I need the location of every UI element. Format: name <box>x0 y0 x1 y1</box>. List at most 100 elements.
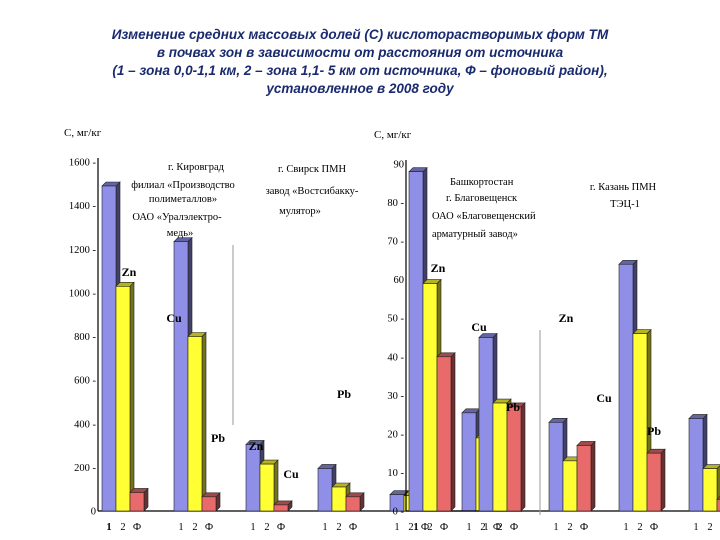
x-tick-label: 2 <box>336 522 341 533</box>
site-annotation: филиал «Производство <box>131 180 235 191</box>
x-tick-label: 2 <box>480 522 485 533</box>
x-tick-label: Ф <box>580 522 588 533</box>
y-tick-label: 50 - <box>387 314 404 325</box>
y-axis-label: С, мг/кг <box>374 129 412 141</box>
x-tick-label: 2 <box>427 522 432 533</box>
x-tick-label: 2 <box>567 522 572 533</box>
x-tick-label: 1 <box>623 522 628 533</box>
site-annotation: г. Кировград <box>168 162 225 173</box>
x-tick-label: 1 <box>178 522 183 533</box>
x-tick-label: Ф <box>205 522 213 533</box>
element-label: Zn <box>559 311 574 325</box>
bar-4-2 <box>331 486 347 512</box>
y-tick-label: 1400 - <box>69 201 97 212</box>
bar-5-2 <box>702 468 718 512</box>
site-annotation: медь» <box>167 228 194 239</box>
y-tick-label: 0 - <box>393 507 405 518</box>
bar-1-1 <box>101 185 117 512</box>
bar-side <box>129 281 135 512</box>
element-label: Pb <box>506 400 520 414</box>
site-annotation: полиметаллов» <box>149 194 217 205</box>
y-tick-label: 400 - <box>74 419 96 430</box>
element-label: Pb <box>337 387 351 401</box>
bar-side <box>520 402 526 512</box>
site-annotation: Башкортостан <box>450 177 514 188</box>
bar-5-1 <box>688 418 704 512</box>
x-tick-label: Ф <box>133 522 141 533</box>
title-line-3: (1 – зона 0,0-1,1 км, 2 – зона 1,1- 5 км… <box>112 63 608 78</box>
element-label: Zn <box>431 261 446 275</box>
site-annotation: г. Свирск ПМН <box>278 164 347 175</box>
bar-2-2 <box>187 336 203 512</box>
site-annotation: арматурный завод» <box>432 229 518 240</box>
y-tick-label: 10 - <box>387 468 404 479</box>
x-tick-label: Ф <box>440 522 448 533</box>
site-annotation: ОАО «Уралэлектро- <box>132 212 222 223</box>
element-label: Pb <box>647 424 661 438</box>
bar-3-1 <box>548 422 564 512</box>
x-tick-label: 2 <box>497 522 502 533</box>
bar-4-1 <box>317 468 333 512</box>
chart-title: Изменение средних массовых долей (С) кис… <box>40 26 680 98</box>
x-tick-label: 1 <box>553 522 558 533</box>
y-tick-label: 90 <box>394 160 405 171</box>
x-tick-label: Ф <box>421 522 429 533</box>
y-tick-label: 1200 - <box>69 245 97 256</box>
element-label: Pb <box>211 431 225 445</box>
element-label: Cu <box>283 467 299 481</box>
x-tick-label: 2 <box>408 522 413 533</box>
y-tick-label: 1000 - <box>69 288 97 299</box>
bar-1-3 <box>436 356 452 512</box>
bar-2-3 <box>201 496 217 512</box>
x-tick-label: 2 <box>120 522 125 533</box>
x-tick-label: Ф <box>493 522 501 533</box>
y-tick-label: 80 - <box>387 198 404 209</box>
bar-1-1 <box>408 171 424 512</box>
bar-4-3 <box>345 496 361 512</box>
x-tick-label: 1 <box>394 522 399 533</box>
site-annotation: г. Благовещенск <box>446 193 518 204</box>
x-tick-label: Ф <box>650 522 658 533</box>
element-label: Cu <box>166 311 182 325</box>
x-tick-label: Ф <box>277 522 285 533</box>
x-tick-label: 2 <box>707 522 712 533</box>
bar-3-3 <box>576 445 592 512</box>
y-tick-label: 40 - <box>387 352 404 363</box>
y-tick-label: 30 - <box>387 391 404 402</box>
bar-1-2 <box>115 286 131 512</box>
x-tick-label: 1 <box>106 522 111 533</box>
title-line-4: установленное в 2008 году <box>266 81 454 96</box>
title-line-2: в почвах зон в зависимости от расстояния… <box>156 45 564 60</box>
element-label: Cu <box>596 391 612 405</box>
x-tick-label: 1 <box>466 522 471 533</box>
site-annotation: ОАО «Благовещенский <box>432 211 536 222</box>
bar-6-1 <box>461 412 477 512</box>
x-tick-label: 2 <box>637 522 642 533</box>
bar-3-2 <box>259 463 275 512</box>
bar-1-2 <box>422 283 438 512</box>
x-tick-label: 1 <box>483 522 488 533</box>
bar-side <box>450 352 456 512</box>
bar-3-2 <box>562 460 578 512</box>
x-tick-label: 1 <box>322 522 327 533</box>
bar-side <box>201 331 207 512</box>
bar-2-2 <box>492 402 508 512</box>
bar-3-1 <box>245 444 261 512</box>
x-tick-label: 1 <box>693 522 698 533</box>
bar-2-1 <box>173 241 189 512</box>
site-annotation: г. Казань ПМН <box>590 182 657 193</box>
site-annotation: мулятор» <box>279 206 321 217</box>
y-tick-label: 60 <box>394 275 405 286</box>
bar-4-3 <box>646 452 662 512</box>
x-tick-label: Ф <box>349 522 357 533</box>
y-tick-label: 70 - <box>387 237 404 248</box>
bar-2-3 <box>506 406 522 512</box>
y-tick-label: 600 - <box>74 376 96 387</box>
y-tick-label: 0 <box>91 507 96 518</box>
bar-1-3 <box>129 492 145 512</box>
bar-3-3 <box>273 504 289 512</box>
title-line-1: Изменение средних массовых долей (С) кис… <box>111 27 609 42</box>
bar-4-1 <box>618 263 634 512</box>
y-tick-label: 200 - <box>74 463 96 474</box>
